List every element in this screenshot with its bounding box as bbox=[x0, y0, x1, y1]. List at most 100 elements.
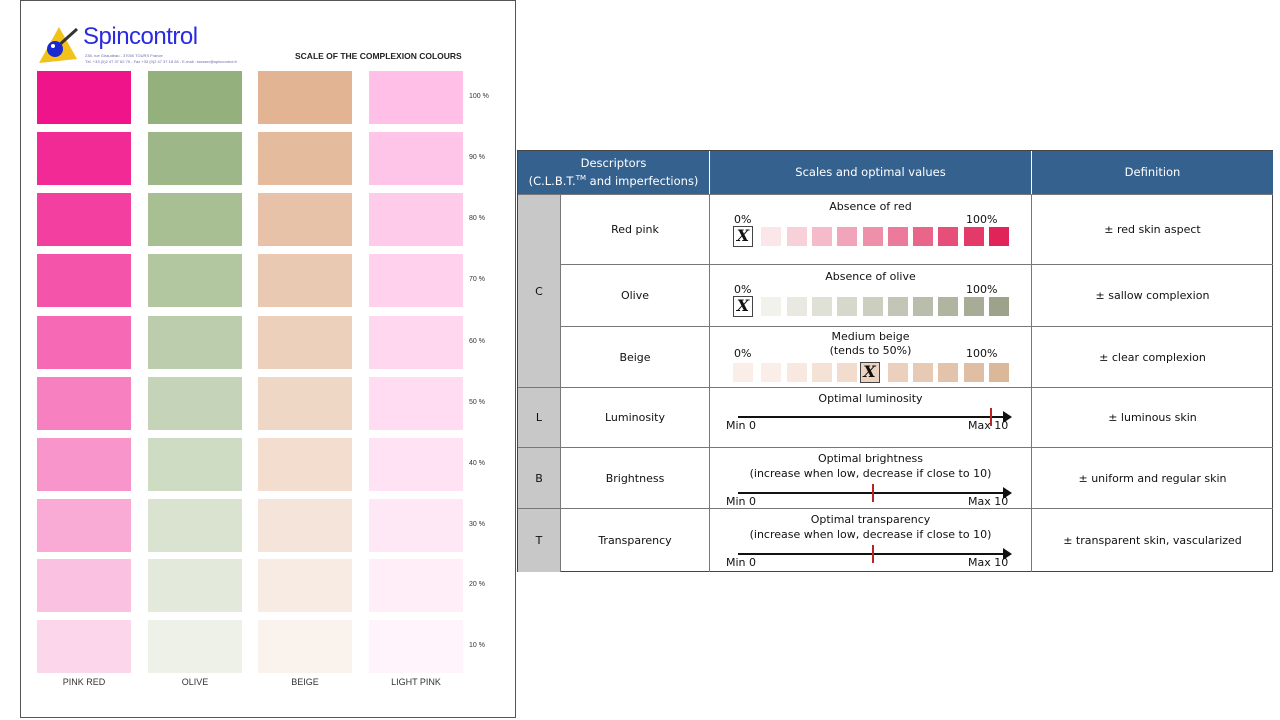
complexion-colour-scale-sheet: Spincontrol 238, rue Giraudeau - 37000 T… bbox=[20, 0, 516, 718]
scale-title: Optimal luminosity bbox=[818, 392, 923, 405]
scale-swatch bbox=[963, 363, 984, 382]
definition-text: ± luminous skin bbox=[1032, 387, 1273, 447]
swatch-beige bbox=[258, 316, 352, 369]
scale-swatch bbox=[963, 227, 984, 246]
level-label: 100 % bbox=[469, 93, 489, 100]
swatch-pink-red bbox=[37, 620, 131, 673]
spincontrol-logo-icon bbox=[39, 27, 79, 63]
scale-cell: Optimal brightness (increase when low, de… bbox=[710, 447, 1032, 508]
scale-subtitle: (increase when low, decrease if close to… bbox=[749, 528, 992, 541]
header-definition: Definition bbox=[1032, 151, 1273, 194]
scale-swatch bbox=[761, 363, 782, 382]
scale-subtitle: (increase when low, decrease if close to… bbox=[749, 467, 992, 480]
swatch-olive bbox=[148, 438, 242, 491]
swatch-pink-red bbox=[37, 71, 131, 124]
scale-swatch bbox=[938, 363, 959, 382]
swatch-pink-red bbox=[37, 499, 131, 552]
scale-subtitle: (tends to 50%) bbox=[829, 344, 912, 357]
level-label: 50 % bbox=[469, 399, 485, 406]
swatch-beige bbox=[258, 499, 352, 552]
scale-swatch bbox=[913, 297, 934, 316]
column-label: LIGHT PINK bbox=[391, 677, 441, 687]
swatch-light-pink bbox=[369, 254, 463, 307]
scale-min-label: 0% bbox=[734, 213, 752, 226]
scale-swatch bbox=[761, 297, 782, 316]
scale-swatch bbox=[811, 227, 832, 246]
scale-swatch bbox=[887, 363, 908, 382]
level-label: 30 % bbox=[469, 521, 485, 528]
column-label: PINK RED bbox=[62, 677, 106, 687]
scale-max-label: 100% bbox=[966, 283, 998, 296]
selected-optimal-marker: X bbox=[733, 226, 753, 247]
scale-swatch bbox=[761, 227, 782, 246]
swatch-beige bbox=[258, 71, 352, 124]
scale-swatch bbox=[837, 227, 858, 246]
swatch-beige bbox=[258, 620, 352, 673]
header-scales: Scales and optimal values bbox=[710, 151, 1032, 194]
swatch-olive bbox=[148, 71, 242, 124]
scale-min-label: Min 0 bbox=[726, 495, 757, 508]
swatch-beige bbox=[258, 193, 352, 246]
scale-swatch bbox=[786, 297, 807, 316]
scale-swatch bbox=[733, 363, 753, 382]
swatch-light-pink bbox=[369, 499, 463, 552]
scale-swatch bbox=[887, 227, 908, 246]
swatch-beige bbox=[258, 254, 352, 307]
level-label: 10 % bbox=[469, 642, 485, 649]
level-label: 20 % bbox=[469, 581, 485, 588]
descriptor-name: Red pink bbox=[561, 194, 710, 264]
scale-title: Optimal brightness bbox=[817, 452, 924, 465]
scale-swatch bbox=[989, 227, 1009, 246]
swatch-beige bbox=[258, 132, 352, 185]
descriptor-name: Brightness bbox=[561, 447, 710, 508]
swatch-olive bbox=[148, 193, 242, 246]
scale-max-label: Max 10 bbox=[968, 419, 1009, 432]
selected-optimal-marker: X bbox=[733, 296, 753, 317]
scale-swatch bbox=[811, 363, 832, 382]
scale-swatch bbox=[862, 297, 883, 316]
optimal-value-marker bbox=[872, 484, 874, 502]
swatch-pink-red bbox=[37, 193, 131, 246]
swatch-pink-red bbox=[37, 316, 131, 369]
clbt-descriptor-table: Descriptors (C.L.B.T.TM and imperfection… bbox=[517, 150, 1273, 572]
scale-title: Absence of olive bbox=[825, 270, 916, 283]
swatch-light-pink bbox=[369, 193, 463, 246]
brand-name: Spincontrol bbox=[83, 23, 198, 50]
descriptor-name: Olive bbox=[561, 264, 710, 326]
descriptor-name: Luminosity bbox=[561, 387, 710, 447]
header-descriptors: Descriptors (C.L.B.T.TM and imperfection… bbox=[518, 151, 710, 194]
group-letter: C bbox=[518, 194, 561, 387]
optimal-value-marker bbox=[989, 408, 992, 426]
scale-swatch bbox=[938, 227, 959, 246]
scale-swatch bbox=[811, 297, 832, 316]
definition-text: ± clear complexion bbox=[1032, 326, 1273, 387]
optimal-value-marker bbox=[872, 545, 874, 563]
scale-title: Absence of red bbox=[829, 200, 912, 213]
swatch-beige bbox=[258, 559, 352, 612]
swatch-light-pink bbox=[369, 559, 463, 612]
scale-swatch bbox=[862, 227, 883, 246]
trademark: TM bbox=[575, 174, 587, 183]
swatch-olive bbox=[148, 559, 242, 612]
header-descriptors-sub2: and imperfections) bbox=[586, 173, 699, 188]
group-letter: L bbox=[518, 387, 561, 447]
scale-swatch bbox=[913, 363, 934, 382]
swatch-light-pink bbox=[369, 71, 463, 124]
address-line: 238, rue Giraudeau - 37000 TOURS France bbox=[85, 53, 163, 58]
scale-swatch bbox=[786, 227, 807, 246]
scale-title: Medium beige bbox=[831, 330, 910, 343]
swatch-pink-red bbox=[37, 377, 131, 430]
scale-max-label: 100% bbox=[966, 347, 998, 360]
descriptor-name: Transparency bbox=[561, 508, 710, 572]
swatch-light-pink bbox=[369, 620, 463, 673]
definition-text: ± transparent skin, vascularized bbox=[1032, 508, 1273, 572]
swatch-olive bbox=[148, 499, 242, 552]
scale-cell: Absence of olive 0% 100% X bbox=[710, 264, 1032, 326]
scale-swatch bbox=[887, 297, 908, 316]
scale-swatch bbox=[913, 227, 934, 246]
swatch-pink-red bbox=[37, 438, 131, 491]
level-label: 40 % bbox=[469, 460, 485, 467]
scale-max-label: Max 10 bbox=[968, 556, 1009, 569]
scale-cell: Optimal luminosity Min 0 Max 10 bbox=[710, 387, 1032, 447]
group-letter: B bbox=[518, 447, 561, 508]
